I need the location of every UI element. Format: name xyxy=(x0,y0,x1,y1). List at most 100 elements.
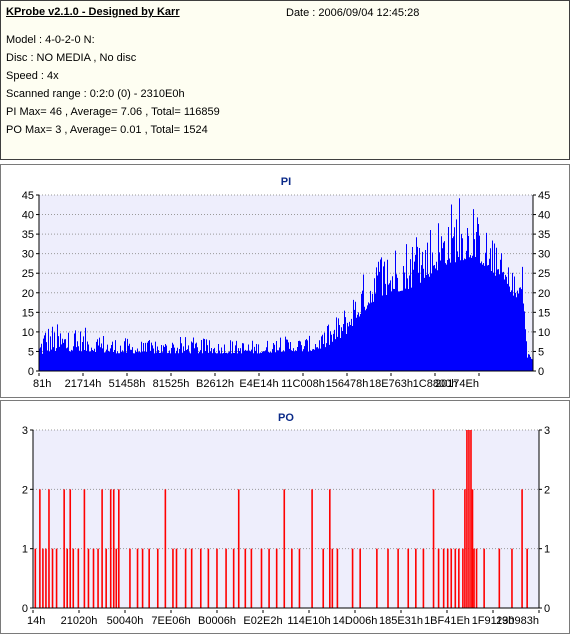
pi-xtick-label: 81525h xyxy=(153,378,190,390)
po-bar xyxy=(359,548,361,608)
pi-ytick-label: 10 xyxy=(22,327,34,339)
po-bar xyxy=(199,548,202,608)
pi-ytick-label: 25 xyxy=(22,268,34,280)
po-bar xyxy=(275,548,278,608)
pi-chart-title: PI xyxy=(281,176,291,188)
po-xtick-label: 7EE06h xyxy=(151,615,190,627)
po-bar xyxy=(129,548,131,608)
po-bar xyxy=(454,548,457,608)
po-bar xyxy=(483,548,485,608)
pi-ytick-label: 40 xyxy=(22,210,34,222)
po-bar xyxy=(473,548,475,608)
pi-ytick-label-right: 30 xyxy=(538,249,550,261)
pi-xtick-label: B2612h xyxy=(196,378,234,390)
pi-xtick-label: 51458h xyxy=(109,378,146,390)
po-bar xyxy=(42,548,44,608)
po-bar xyxy=(216,548,218,608)
po-ytick-label-right: 2 xyxy=(544,484,550,496)
speed-line: Speed : 4x xyxy=(6,70,59,82)
po-bar xyxy=(329,489,331,608)
pi-ytick-label: 20 xyxy=(22,288,34,300)
po-bar xyxy=(298,548,301,608)
pi-xtick-label: 20174Eh xyxy=(435,378,479,390)
po-bar xyxy=(39,489,41,608)
pi-ytick-label-right: 40 xyxy=(538,210,550,222)
app-title: KProbe v2.1.0 - Designed by Karr xyxy=(6,6,180,18)
po-bar xyxy=(446,548,449,608)
po-bar xyxy=(172,548,174,608)
po-ytick-label: 1 xyxy=(22,544,28,556)
po-ytick-label: 3 xyxy=(22,425,28,437)
po-xtick-label: 1F9119h xyxy=(472,615,515,627)
po-bar xyxy=(97,548,99,608)
info-header: KProbe v2.1.0 - Designed by Karr Date : … xyxy=(0,0,570,160)
po-bar xyxy=(237,489,240,608)
po-bar xyxy=(475,548,478,608)
pi-ytick-label-right: 5 xyxy=(538,346,544,358)
pi-xtick-label: 1C8800h xyxy=(413,378,458,390)
po-bar xyxy=(244,548,247,608)
po-bar xyxy=(101,489,103,608)
pi-ytick-label: 35 xyxy=(22,229,34,241)
po-chart-title: PO xyxy=(278,412,294,424)
po-bar xyxy=(432,489,435,608)
po-bar xyxy=(118,489,120,608)
po-bar xyxy=(466,430,468,608)
po-bar xyxy=(387,548,389,608)
po-bar xyxy=(51,548,54,608)
po-bar xyxy=(283,489,286,608)
pi-xtick-label: 11C008h xyxy=(281,378,325,390)
po-ytick-label-right: 3 xyxy=(544,425,550,437)
po-bar xyxy=(526,548,528,608)
po-summary-line: PO Max= 3 , Average= 0.01 , Total= 1524 xyxy=(6,124,208,136)
po-bar xyxy=(72,548,75,608)
po-bar xyxy=(48,489,50,608)
pi-chart-panel: PI 0 0 5 5 10 10 15 15 20 20 25 25 30 30 35 35 40 40 45 45 81… xyxy=(0,164,570,398)
po-bar xyxy=(112,489,115,608)
scanned-range-line: Scanned range : 0:2:0 (0) - 2310E0h xyxy=(6,88,185,100)
po-bar xyxy=(83,489,86,608)
po-bar xyxy=(34,548,37,608)
po-bar xyxy=(105,548,107,608)
scan-date: Date : 2006/09/04 12:45:28 xyxy=(286,7,420,19)
po-bar xyxy=(422,548,425,608)
po-xtick-label: 114E10h xyxy=(287,615,330,627)
po-bar xyxy=(156,548,159,608)
pi-ytick-label: 15 xyxy=(22,307,34,319)
po-xtick-label: 1BF41Eh xyxy=(424,615,470,627)
po-bar xyxy=(77,548,80,608)
pi-xtick-label: 21714h xyxy=(65,378,102,390)
pi-ytick-label-right: 45 xyxy=(538,190,550,202)
pi-summary-line: PI Max= 46 , Average= 7.06 , Total= 1168… xyxy=(6,106,220,118)
po-bar xyxy=(471,489,474,608)
po-bar xyxy=(521,489,523,608)
po-xtick-label: 230983h xyxy=(496,615,539,627)
po-bar xyxy=(458,548,460,608)
po-bars xyxy=(34,430,528,608)
po-bar xyxy=(69,489,72,608)
po-bar xyxy=(136,548,139,608)
po-bar xyxy=(175,548,178,608)
pi-bars xyxy=(39,198,533,371)
pi-xtick-label: 156478h xyxy=(326,378,369,390)
po-bar xyxy=(184,548,187,608)
po-bar xyxy=(268,548,270,608)
pi-ytick-label-right: 0 xyxy=(538,366,544,378)
po-xtick-label: 185E31h xyxy=(379,615,423,627)
model-line: Model : 4-0-2-0 N: xyxy=(6,34,95,46)
po-xtick-label: 21020h xyxy=(61,615,98,627)
pi-ytick-label-right: 20 xyxy=(538,288,550,300)
pi-ytick-label: 5 xyxy=(28,346,34,358)
disc-line: Disc : NO MEDIA , No disc xyxy=(6,52,137,64)
po-bar xyxy=(87,548,90,608)
po-xtick-label: 14D006h xyxy=(333,615,378,627)
po-xtick-label: 50040h xyxy=(107,615,144,627)
po-chart-panel: PO 0 0 1 1 2 2 3 3 14h 21020h 50040h 7EE06h B0006h E02… xyxy=(0,400,570,634)
po-bar xyxy=(511,548,513,608)
po-bar xyxy=(92,548,95,608)
po-bar xyxy=(232,548,235,608)
po-ytick-label-right: 0 xyxy=(544,603,550,615)
po-bar xyxy=(207,548,210,608)
po-ytick-label: 0 xyxy=(22,603,28,615)
pi-ytick-label: 30 xyxy=(22,249,34,261)
